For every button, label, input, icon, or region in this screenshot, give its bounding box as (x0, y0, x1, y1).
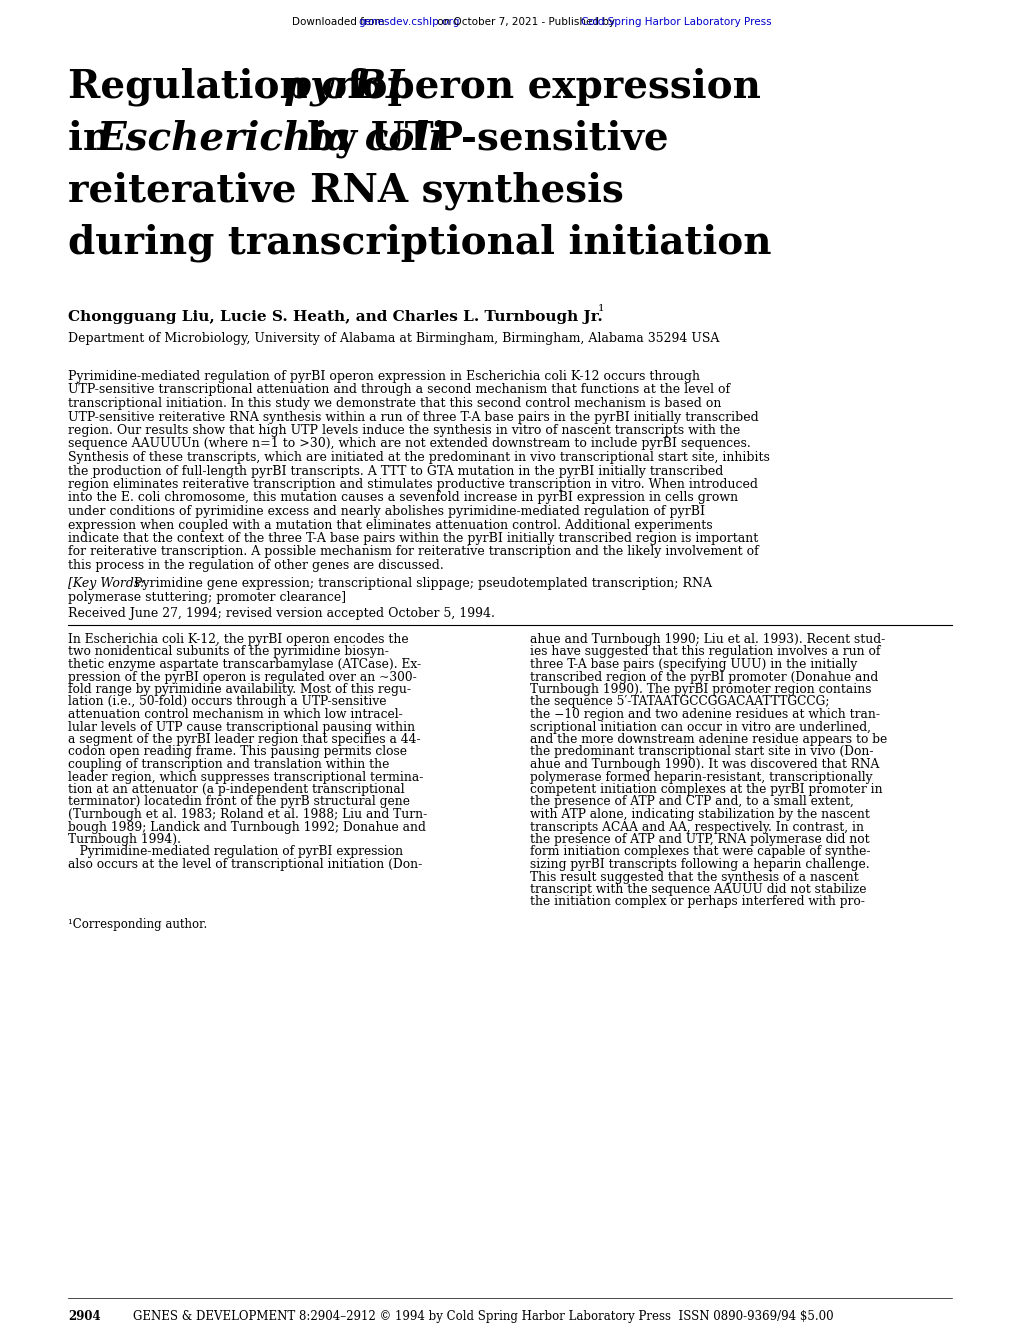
Text: transcribed region of the pyrBI promoter (Donahue and: transcribed region of the pyrBI promoter… (530, 670, 877, 684)
Text: the −10 region and two adenine residues at which tran-: the −10 region and two adenine residues … (530, 708, 879, 721)
Text: UTP-sensitive reiterative RNA synthesis within a run of three T-A base pairs in : UTP-sensitive reiterative RNA synthesis … (68, 410, 758, 423)
Text: Pyrimidine-mediated regulation of pyrBI operon expression in Escherichia coli K-: Pyrimidine-mediated regulation of pyrBI … (68, 370, 699, 383)
Text: scriptional initiation can occur in vitro are underlined,: scriptional initiation can occur in vitr… (530, 721, 870, 733)
Text: pyrBI: pyrBI (282, 68, 404, 105)
Text: by UTP-sensitive: by UTP-sensitive (293, 120, 668, 159)
Text: transcripts ACAA and AA, respectively. In contrast, in: transcripts ACAA and AA, respectively. I… (530, 821, 863, 833)
Text: the predominant transcriptional start site in vivo (Don-: the predominant transcriptional start si… (530, 745, 872, 758)
Text: reiterative RNA synthesis: reiterative RNA synthesis (68, 172, 624, 211)
Text: into the E. coli chromosome, this mutation causes a sevenfold increase in pyrBI : into the E. coli chromosome, this mutati… (68, 491, 738, 505)
Text: Downloaded from: Downloaded from (291, 17, 387, 27)
Text: also occurs at the level of transcriptional initiation (Don-: also occurs at the level of transcriptio… (68, 858, 422, 870)
Text: form initiation complexes that were capable of synthe-: form initiation complexes that were capa… (530, 845, 869, 858)
Text: ahue and Turnbough 1990; Liu et al. 1993). Recent stud-: ahue and Turnbough 1990; Liu et al. 1993… (530, 633, 884, 646)
Text: leader region, which suppresses transcriptional termina-: leader region, which suppresses transcri… (68, 770, 423, 784)
Text: two nonidentical subunits of the pyrimidine biosyn-: two nonidentical subunits of the pyrimid… (68, 646, 388, 658)
Text: Synthesis of these transcripts, which are initiated at the predominant in vivo t: Synthesis of these transcripts, which ar… (68, 451, 769, 465)
Text: the presence of ATP and CTP and, to a small extent,: the presence of ATP and CTP and, to a sm… (530, 796, 853, 809)
Text: fold range by pyrimidine availability. Most of this regu-: fold range by pyrimidine availability. M… (68, 684, 411, 696)
Text: [Key Words:: [Key Words: (68, 578, 145, 590)
Text: Pyrimidine-mediated regulation of pyrBI expression: Pyrimidine-mediated regulation of pyrBI … (68, 845, 403, 858)
Text: lation (i.e., 50-fold) occurs through a UTP-sensitive: lation (i.e., 50-fold) occurs through a … (68, 696, 386, 709)
Text: the sequence 5′-TATAATGCCGGACAATTTGCCG;: the sequence 5′-TATAATGCCGGACAATTTGCCG; (530, 696, 828, 709)
Text: GENES & DEVELOPMENT 8:2904–2912 © 1994 by Cold Spring Harbor Laboratory Press  I: GENES & DEVELOPMENT 8:2904–2912 © 1994 b… (132, 1310, 833, 1323)
Text: Received June 27, 1994; revised version accepted October 5, 1994.: Received June 27, 1994; revised version … (68, 607, 494, 621)
Text: region. Our results show that high UTP levels induce the synthesis in vitro of n: region. Our results show that high UTP l… (68, 425, 740, 437)
Text: transcript with the sequence AAUUU did not stabilize: transcript with the sequence AAUUU did n… (530, 882, 866, 896)
Text: and the more downstream adenine residue appears to be: and the more downstream adenine residue … (530, 733, 887, 746)
Text: ahue and Turnbough 1990). It was discovered that RNA: ahue and Turnbough 1990). It was discove… (530, 758, 878, 772)
Text: bough 1989; Landick and Turnbough 1992; Donahue and: bough 1989; Landick and Turnbough 1992; … (68, 821, 426, 833)
Text: the initiation complex or perhaps interfered with pro-: the initiation complex or perhaps interf… (530, 896, 864, 909)
Text: operon expression: operon expression (347, 68, 760, 105)
Text: Regulation of: Regulation of (68, 68, 377, 107)
Text: region eliminates reiterative transcription and stimulates productive transcript: region eliminates reiterative transcript… (68, 478, 757, 491)
Text: indicate that the context of the three T-A base pairs within the pyrBI initially: indicate that the context of the three T… (68, 533, 757, 545)
Text: In Escherichia coli K-12, the pyrBI operon encodes the: In Escherichia coli K-12, the pyrBI oper… (68, 633, 409, 646)
Text: transcriptional initiation. In this study we demonstrate that this second contro: transcriptional initiation. In this stud… (68, 396, 720, 410)
Text: Turnbough 1990). The pyrBI promoter region contains: Turnbough 1990). The pyrBI promoter regi… (530, 684, 870, 696)
Text: polymerase formed heparin-resistant, transcriptionally: polymerase formed heparin-resistant, tra… (530, 770, 871, 784)
Text: coupling of transcription and translation within the: coupling of transcription and translatio… (68, 758, 389, 772)
Text: ¹Corresponding author.: ¹Corresponding author. (68, 918, 207, 930)
Text: with ATP alone, indicating stabilization by the nascent: with ATP alone, indicating stabilization… (530, 808, 869, 821)
Text: ies have suggested that this regulation involves a run of: ies have suggested that this regulation … (530, 646, 879, 658)
Text: in: in (68, 120, 124, 158)
Text: this process in the regulation of other genes are discussed.: this process in the regulation of other … (68, 559, 443, 571)
Text: genesdev.cshlp.org: genesdev.cshlp.org (359, 17, 460, 27)
Text: 1: 1 (597, 304, 604, 312)
Text: expression when coupled with a mutation that eliminates attenuation control. Add: expression when coupled with a mutation … (68, 518, 712, 531)
Text: codon open reading frame. This pausing permits close: codon open reading frame. This pausing p… (68, 745, 407, 758)
Text: UTP-sensitive transcriptional attenuation and through a second mechanism that fu: UTP-sensitive transcriptional attenuatio… (68, 383, 730, 396)
Text: Escherichia coli: Escherichia coli (97, 120, 444, 158)
Text: terminator) located​in front of the pyrB structural gene: terminator) located​in front of the pyrB… (68, 796, 410, 809)
Text: Department of Microbiology, University of Alabama at Birmingham, Birmingham, Ala: Department of Microbiology, University o… (68, 332, 718, 344)
Text: (Turnbough et al. 1983; Roland et al. 1988; Liu and Turn-: (Turnbough et al. 1983; Roland et al. 19… (68, 808, 427, 821)
Text: sequence AAUUUUn (where n=1 to >30), which are not extended downstream to includ: sequence AAUUUUn (where n=1 to >30), whi… (68, 438, 750, 450)
Text: thetic enzyme aspartate transcarbamylase (ATCase). Ex-: thetic enzyme aspartate transcarbamylase… (68, 658, 421, 672)
Text: polymerase stuttering; promoter clearance]: polymerase stuttering; promoter clearanc… (68, 591, 345, 603)
Text: Cold Spring Harbor Laboratory Press: Cold Spring Harbor Laboratory Press (581, 17, 771, 27)
Text: under conditions of pyrimidine excess and nearly abolishes pyrimidine-mediated r: under conditions of pyrimidine excess an… (68, 505, 704, 518)
Text: Chongguang Liu, Lucie S. Heath, and Charles L. Turnbough Jr.: Chongguang Liu, Lucie S. Heath, and Char… (68, 310, 602, 324)
Text: three T-A base pairs (specifying UUU) in the initially: three T-A base pairs (specifying UUU) in… (530, 658, 856, 672)
Text: during transcriptional initiation: during transcriptional initiation (68, 224, 770, 263)
Text: attenuation control mechanism in which low intracel-: attenuation control mechanism in which l… (68, 708, 403, 721)
Text: on October 7, 2021 - Published by: on October 7, 2021 - Published by (434, 17, 619, 27)
Text: Turnbough 1994).: Turnbough 1994). (68, 833, 180, 846)
Text: Pyrimidine gene expression; transcriptional slippage; pseudotemplated transcript: Pyrimidine gene expression; transcriptio… (129, 578, 711, 590)
Text: sizing pyrBI transcripts following a heparin challenge.: sizing pyrBI transcripts following a hep… (530, 858, 869, 870)
Text: the presence of ATP and UTP, RNA polymerase did not: the presence of ATP and UTP, RNA polymer… (530, 833, 869, 846)
Text: lular levels of UTP cause transcriptional pausing within: lular levels of UTP cause transcriptiona… (68, 721, 415, 733)
Text: the production of full-length pyrBI transcripts. A TTT to GTA mutation in the py: the production of full-length pyrBI tran… (68, 465, 722, 478)
Text: pression of the pyrBI operon is regulated over an ~300-: pression of the pyrBI operon is regulate… (68, 670, 417, 684)
Text: competent initiation complexes at the pyrBI promoter in: competent initiation complexes at the py… (530, 784, 881, 796)
Text: This result suggested that the synthesis of a nascent: This result suggested that the synthesis… (530, 870, 858, 884)
Text: 2904: 2904 (68, 1310, 101, 1323)
Text: tion at an attenuator (a p-independent transcriptional: tion at an attenuator (a p-independent t… (68, 784, 405, 796)
Text: for reiterative transcription. A possible mechanism for reiterative transcriptio: for reiterative transcription. A possibl… (68, 546, 758, 558)
Text: a segment of the pyrBI leader region that specifies a 44-: a segment of the pyrBI leader region tha… (68, 733, 420, 746)
